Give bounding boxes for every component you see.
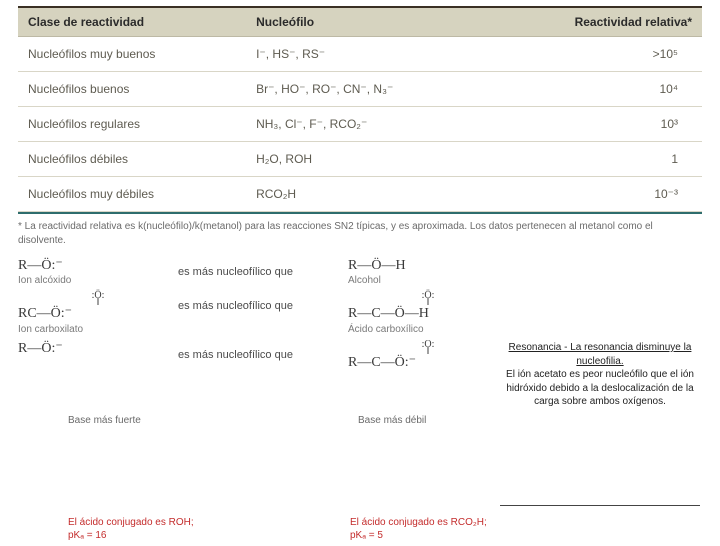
acid-left-line1: El ácido conjugado es ROH; [68,517,194,528]
cell-react: 10⁻³ [489,177,702,212]
chem-row-2: :Ö: ‖ RC—Ö:⁻ Ion carboxilato es más nucl… [18,292,702,334]
acid-right-line1: El ácido conjugado es RCO₂H; [350,517,487,528]
table-row: Nucleófilos muy buenos I⁻, HS⁻, RS⁻ >10⁵ [18,37,702,72]
chem-row-1: R—Ö:⁻ Ion alcóxido es más nucleofílico q… [18,258,702,286]
cell-react: 1 [489,142,702,177]
nucleophile-table: Clase de reactividad Nucleófilo Reactivi… [18,8,702,212]
cell-class: Nucleófilos regulares [18,107,246,142]
conjugate-acid-left: El ácido conjugado es ROH; pKₐ = 16 [68,516,194,542]
table-row: Nucleófilos muy débiles RCO₂H 10⁻³ [18,177,702,212]
resonance-body: El ión acetato es peor nucleófilo que el… [506,369,694,407]
table-row: Nucleófilos débiles H₂O, ROH 1 [18,142,702,177]
alkoxide2-structure: R—Ö:⁻ [18,341,178,356]
col-class: Clase de reactividad [18,8,246,37]
alkoxide-label: Ion alcóxido [18,275,178,286]
resonance-note: Resonancia - La resonancia disminuye la … [500,341,700,409]
table-row: Nucleófilos buenos Br⁻, HO⁻, RO⁻, CN⁻, N… [18,72,702,107]
compare-text: es más nucleofílico que [178,341,348,361]
compare-text: es más nucleofílico que [178,292,348,312]
base-debil-label: Base más débil [358,415,426,426]
cell-class: Nucleófilos buenos [18,72,246,107]
base-fuerte-label: Base más fuerte [68,415,141,426]
cell-react: 10⁴ [489,72,702,107]
cell-nuc: NH₃, Cl⁻, F⁻, RCO₂⁻ [246,107,489,142]
carboxylate2-structure: :O: ‖ R—C—Ö:⁻ [348,341,508,370]
compare-text: es más nucleofílico que [178,258,348,278]
alcohol-structure: R—Ö—H [348,258,508,273]
table-row: Nucleófilos regulares NH₃, Cl⁻, F⁻, RCO₂… [18,107,702,142]
carboxylate-label: Ion carboxilato [18,324,178,335]
alcohol-label: Alcohol [348,275,508,286]
cell-nuc: H₂O, ROH [246,142,489,177]
acid-left-line2: pKₐ = 16 [68,530,106,541]
carboxylic-label: Ácido carboxílico [348,324,508,335]
conjugate-acid-right: El ácido conjugado es RCO₂H; pKₐ = 5 [350,516,487,542]
cell-class: Nucleófilos muy buenos [18,37,246,72]
bottom-short-rule [500,505,700,506]
cell-class: Nucleófilos débiles [18,142,246,177]
cell-nuc: I⁻, HS⁻, RS⁻ [246,37,489,72]
teal-rule [18,212,702,214]
table-footnote: * La reactividad relativa es k(nucleófil… [18,220,702,248]
alkoxide-structure: R—Ö:⁻ [18,258,178,273]
acid-right-line2: pKₐ = 5 [350,530,383,541]
carboxylic-structure: :Ö: ‖ R—C—Ö—H [348,292,508,321]
col-reactividad: Reactividad relativa* [489,8,702,37]
table-header-row: Clase de reactividad Nucleófilo Reactivi… [18,8,702,37]
cell-class: Nucleófilos muy débiles [18,177,246,212]
cell-react: 10³ [489,107,702,142]
cell-react: >10⁵ [489,37,702,72]
carboxylate-structure: :Ö: ‖ RC—Ö:⁻ [18,292,178,321]
cell-nuc: RCO₂H [246,177,489,212]
col-nucleofilo: Nucleófilo [246,8,489,37]
cell-nuc: Br⁻, HO⁻, RO⁻, CN⁻, N₃⁻ [246,72,489,107]
resonance-title: Resonancia - La resonancia disminuye la … [509,342,692,367]
